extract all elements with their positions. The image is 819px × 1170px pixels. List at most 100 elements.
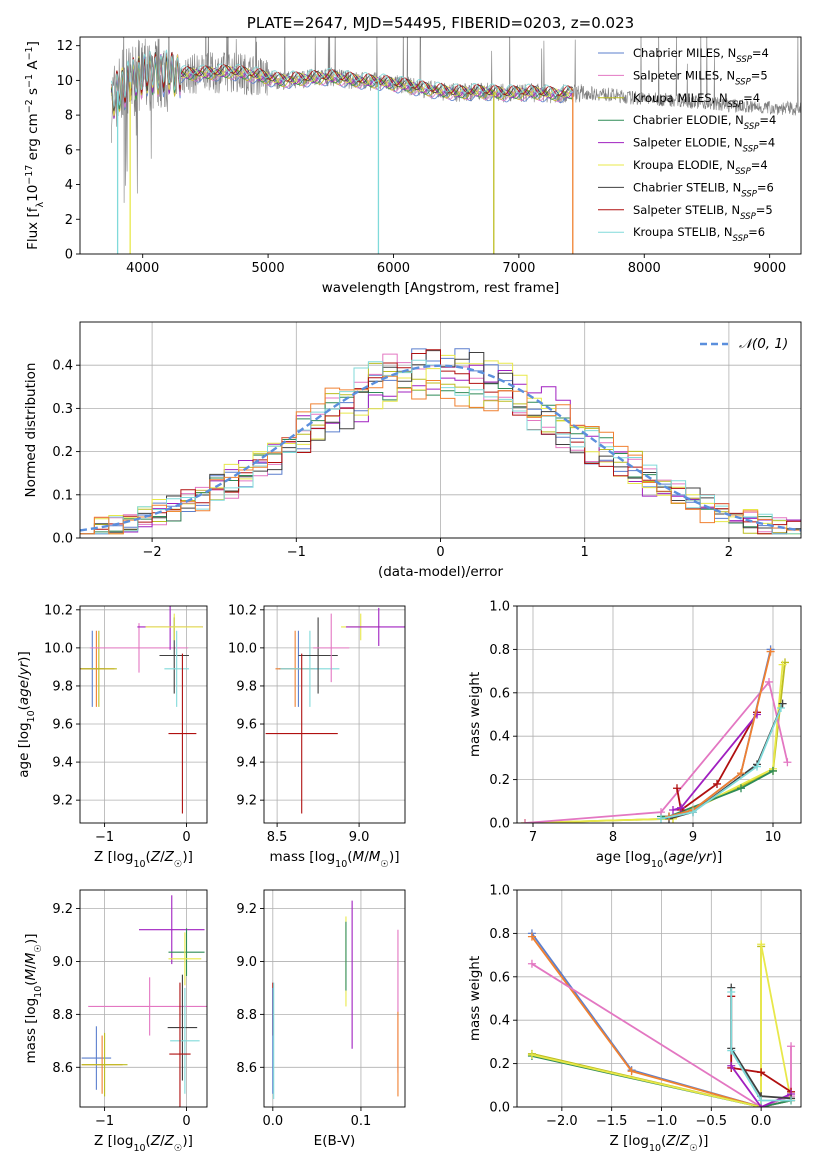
y-axis-label: Flux [fλ10−17 erg cm−2 s−1 A−1]	[24, 41, 46, 250]
spectrum-panel: PLATE=2647, MJD=54495, FIBERID=0203, z=0…	[24, 14, 802, 296]
axes-frame	[263, 605, 406, 824]
axes-frame	[516, 889, 802, 1108]
axes-frame	[79, 321, 802, 539]
legend-entry: Chabrier ELODIE, NSSP=4	[633, 113, 776, 132]
weight-series	[730, 992, 791, 1102]
model-spectrum	[110, 54, 574, 119]
weight-series	[531, 963, 792, 1107]
legend-entry: Kroupa STELIB, NSSP=6	[633, 225, 765, 244]
plot-area	[110, 37, 801, 254]
weight-marker	[727, 987, 736, 996]
x-tick-label: 8.5	[267, 830, 288, 845]
x-tick-label: 7	[529, 830, 537, 845]
y-tick-label: 9.4	[52, 756, 73, 771]
y-tick-label: 12	[56, 39, 73, 54]
mass-vs-Z-panel: −1 0 8.6 8.8 9.0 9.2 Z [log10(Z/Z☉)] mass [log1…	[23, 889, 208, 1154]
chart-title: PLATE=2647, MJD=54495, FIBERID=0203, z=0…	[247, 14, 634, 32]
plot-area	[272, 900, 399, 1100]
residuals-panel: −2 −1 0 1 2 0.0 0.1 0.2 0.3 0.4 (data-model)/error…	[23, 321, 802, 580]
legend-entry: Kroupa ELODIE, NSSP=4	[633, 158, 768, 177]
x-tick-label: −1	[287, 545, 306, 560]
plot-area	[265, 607, 405, 814]
weight-series	[531, 946, 762, 1107]
y-tick-label: 9.2	[236, 794, 257, 809]
weight-marker	[769, 766, 777, 775]
y-tick-label: 9.0	[236, 955, 257, 970]
y-tick-label: 0.0	[52, 532, 73, 547]
y-tick-label: 8.6	[52, 1061, 73, 1076]
weight-vs-age-panel: 7 8 9 10 0.0 0.2 0.4 0.6 0.8 1.0 age [log10(age/yr…	[467, 600, 802, 870]
weight-marker	[727, 1046, 736, 1055]
weight-marker	[783, 758, 792, 767]
weight-marker	[787, 1042, 796, 1051]
x-tick-label: 8	[609, 830, 617, 845]
y-tick-label: 9.6	[52, 718, 73, 733]
y-tick-label: 9.0	[52, 955, 73, 970]
x-axis-label: Z [log10(Z/Z☉)]	[610, 1133, 709, 1154]
x-axis-label: E(B-V)	[314, 1133, 356, 1149]
weight-marker	[777, 703, 785, 712]
legend-entry: Salpeter MILES, NSSP=5	[633, 68, 768, 87]
y-tick-label: 9.8	[52, 679, 73, 694]
x-tick-label: 8000	[628, 261, 661, 276]
y-tick-label: 0.4	[489, 1014, 510, 1029]
x-tick-label: 2	[725, 545, 733, 560]
x-tick-label: 4000	[126, 261, 159, 276]
weight-marker	[778, 699, 787, 708]
weight-marker	[657, 814, 665, 823]
plot-area	[80, 348, 801, 535]
legend: Chabrier MILES, NSSP=4 Salpeter MILES, NS…	[598, 46, 776, 244]
x-tick-label: 0	[436, 545, 444, 560]
axes-frame	[516, 605, 802, 824]
weight-marker	[737, 769, 745, 778]
legend-entry: Chabrier MILES, NSSP=4	[633, 46, 769, 65]
y-tick-label: 8.6	[236, 1061, 257, 1076]
model-spectrum	[110, 51, 574, 108]
weight-marker	[677, 803, 685, 812]
weight-series	[668, 651, 772, 818]
weight-series	[660, 707, 782, 820]
x-tick-label: 0.0	[751, 1114, 772, 1129]
y-tick-label: 0	[65, 248, 73, 263]
x-tick-label: −2	[143, 545, 162, 560]
y-tick-label: 0.0	[489, 1101, 510, 1116]
legend-entry: 𝒩(0, 1)	[739, 336, 788, 352]
y-tick-label: 1.0	[489, 600, 510, 615]
y-axis-label: mass [log10(M/M☉)]	[23, 934, 44, 1064]
plot-area	[521, 645, 792, 823]
weight-series	[524, 664, 784, 823]
x-tick-label: 1	[581, 545, 589, 560]
x-tick-label: 7000	[502, 261, 535, 276]
weight-marker	[689, 808, 697, 817]
x-tick-label: −1.5	[596, 1114, 628, 1129]
x-tick-label: 0	[182, 1114, 190, 1129]
y-axis-label: mass weight	[467, 672, 483, 757]
y-axis-label: age [log10(age/yr)]	[16, 651, 37, 777]
weight-marker	[766, 647, 775, 656]
x-tick-label: −1	[95, 830, 114, 845]
weight-marker	[757, 1096, 766, 1105]
weight-vs-Z-panel: −2.0 −1.5 −1.0 −0.5 0.0 0.0 0.2 0.4 0.6 0.8 1.0 Z […	[467, 884, 802, 1154]
x-tick-label: 0	[182, 830, 190, 845]
weight-marker	[627, 1067, 636, 1076]
y-tick-label: 9.8	[236, 679, 257, 694]
x-tick-label: 9	[689, 830, 697, 845]
weight-marker	[727, 1061, 736, 1070]
x-axis-label: age [log10(age/yr)]	[596, 849, 722, 870]
weight-marker	[757, 940, 766, 949]
weight-marker	[753, 762, 761, 771]
model-spectrum	[110, 49, 574, 109]
x-tick-label: 9.0	[349, 830, 370, 845]
weight-marker	[527, 1050, 536, 1059]
y-tick-label: 0.2	[489, 1057, 510, 1072]
y-tick-label: 8	[65, 109, 73, 124]
weight-marker	[765, 677, 773, 686]
plot-area	[81, 895, 207, 1107]
y-tick-label: 9.6	[236, 718, 257, 733]
x-axis-label: Z [log10(Z/Z☉)]	[94, 1133, 193, 1154]
plot-area	[80, 606, 203, 814]
x-tick-label: 0.0	[262, 1114, 283, 1129]
y-tick-label: 9.2	[236, 902, 257, 917]
residual-histogram	[80, 349, 801, 535]
legend: 𝒩(0, 1)	[700, 336, 788, 352]
